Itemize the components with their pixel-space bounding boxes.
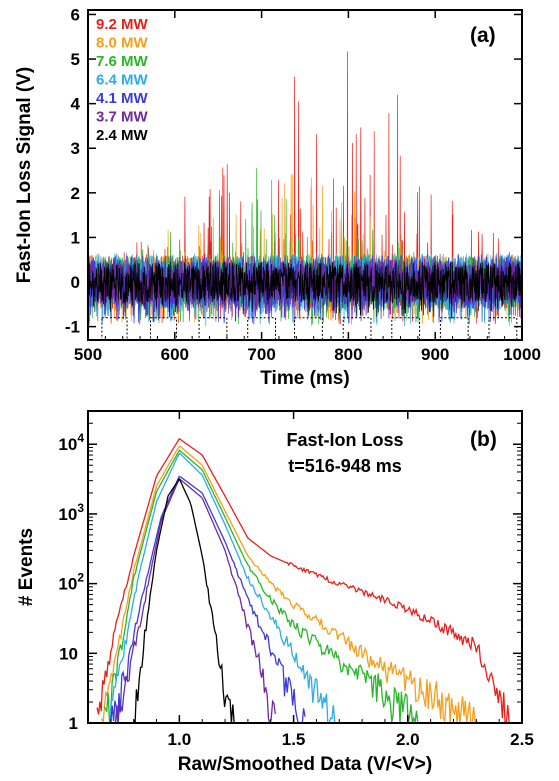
panel-a-ytick-label: 4 [71, 95, 81, 114]
panel-b-series-2-4-mw [133, 477, 235, 723]
panel-b-xtick-label: 1.0 [168, 730, 192, 749]
panel-a-xtick-label: 800 [334, 345, 362, 364]
panel-a-window-2 [198, 317, 228, 341]
panel-a-ytick-label: 5 [71, 50, 80, 69]
panel-a-xtick-label: 600 [161, 345, 189, 364]
panel-a-legend-entry: 4.1 MW [96, 90, 149, 107]
panel-a-window-6 [391, 317, 421, 341]
panel-a-ytick-label: 3 [71, 139, 80, 158]
panel-a-frame [87, 9, 523, 341]
panel-a-legend-entry: 2.4 MW [96, 127, 149, 144]
panel-a-label: (a) [470, 24, 496, 47]
panel-b-ytick-label: 1 [69, 714, 78, 733]
panel-b-traces [96, 438, 511, 723]
panel-a-xtick-label: 700 [247, 345, 275, 364]
panel-b-series-8-0-mw [101, 445, 477, 723]
panel-b-ytick-label: 102 [58, 571, 84, 594]
panel-a-window-5 [342, 317, 372, 341]
panel-a-ytick-label: -1 [65, 318, 80, 337]
panel-a-ytick-label: 6 [71, 5, 80, 24]
panel-a-xtick-label: 500 [74, 345, 102, 364]
panel-b: 1.0 1.5 2.0 2.5 1 10 102 103 104 (b) Fast-Ion Lo… [16, 410, 534, 775]
panel-b-ylabel: # Events [16, 528, 37, 606]
panel-a-plot-area [88, 51, 522, 341]
panel-a-legend-entry: 8.0 MW [96, 35, 149, 52]
panel-b-ticks: 1.0 1.5 2.0 2.5 1 10 102 103 104 [58, 411, 534, 749]
panel-b-xlabel: Raw/Smoothed Data (V/<V>) [178, 754, 432, 775]
panel-b-frame [87, 410, 523, 724]
panel-a-xtick-label: 1000 [503, 345, 541, 364]
panel-b-ytick-label: 104 [58, 431, 84, 454]
panel-b-series-9-2-mw [96, 438, 511, 723]
panel-a-legend: 9.2 MW 8.0 MW7.6 MW 6.4 MW4.1 MW 3.7 MW2.4 … [96, 16, 149, 144]
panel-a: 500 600 700 800 900 1000 -1 0 1 2 3 4 5 6 9.2 MW 8.0 M… [14, 5, 541, 389]
panel-a-ytick-label: 0 [71, 273, 80, 292]
panel-b-ytick-label: 10 [59, 644, 78, 663]
panel-a-ytick-label: 1 [71, 228, 80, 247]
panel-a-window-4 [294, 317, 323, 341]
panel-b-series-6-4-mw [108, 452, 336, 723]
panel-a-xtick-label: 900 [421, 345, 449, 364]
panel-b-plot-area [96, 438, 511, 723]
panel-a-window-3 [247, 317, 276, 341]
panel-a-window-7 [439, 317, 469, 341]
panel-a-legend-entry: 9.2 MW [96, 16, 149, 33]
panel-a-series-2-4-mw [88, 261, 522, 318]
panel-b-ytick-label: 103 [58, 501, 84, 524]
panel-a-window-8 [488, 317, 518, 341]
panel-b-label: (b) [470, 428, 497, 451]
panel-b-series-4-1-mw [110, 475, 306, 723]
panel-a-legend-entry: 7.6 MW [96, 53, 149, 70]
panel-b-annotation-line1: Fast-Ion Loss [286, 430, 403, 450]
panel-b-xtick-label: 2.5 [510, 730, 534, 749]
panel-a-ytick-label: 2 [71, 184, 80, 203]
panel-b-xtick-label: 1.5 [282, 730, 306, 749]
panel-b-series-7-6-mw [103, 449, 420, 723]
panel-b-annotation-line2: t=516-948 ms [288, 456, 402, 476]
panel-a-legend-entry: 6.4 MW [96, 72, 149, 89]
panel-b-xtick-label: 2.0 [396, 730, 420, 749]
panel-a-traces [88, 51, 522, 327]
panel-a-legend-entry: 3.7 MW [96, 109, 149, 126]
panel-b-series-3-7-mw [114, 478, 276, 723]
panel-a-ylabel: Fast-Ion Loss Signal (V) [14, 67, 35, 283]
panel-a-ticks: 500 600 700 800 900 1000 -1 0 1 2 3 4 5 6 [65, 5, 541, 364]
panel-a-xlabel: Time (ms) [260, 368, 349, 389]
